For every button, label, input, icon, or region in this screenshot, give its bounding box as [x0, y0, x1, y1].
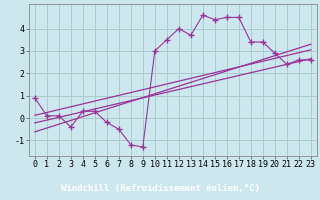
Text: Windchill (Refroidissement éolien,°C): Windchill (Refroidissement éolien,°C)	[60, 184, 260, 193]
